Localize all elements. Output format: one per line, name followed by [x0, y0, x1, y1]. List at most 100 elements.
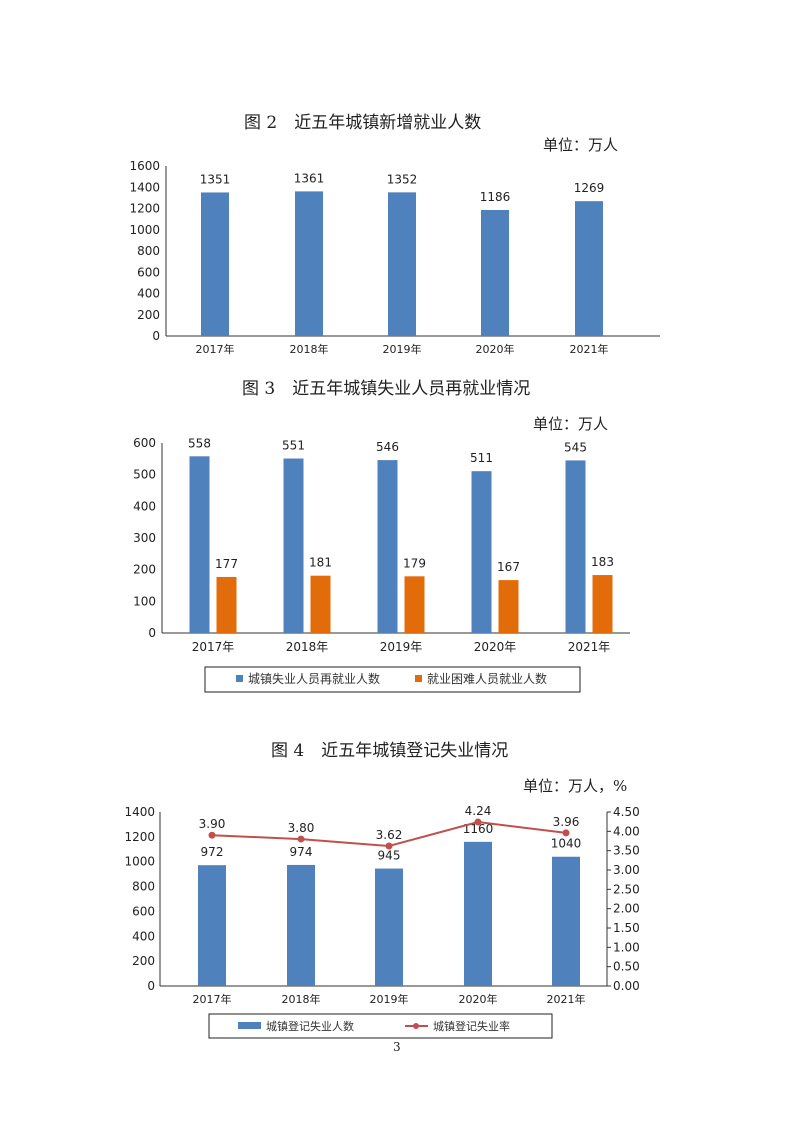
legend-label: 城镇登记失业人数 — [266, 1019, 354, 1033]
y-tick-label: 500 — [133, 468, 156, 482]
legend-swatch — [415, 675, 422, 682]
chart4-title: 图 4 近五年城镇登记失业情况 — [271, 741, 509, 761]
x-tick-label: 2021年 — [547, 992, 586, 1006]
chart3-plot: 0 100 200 300 400 500 600 558 177 2017年 551 181 2018… — [133, 436, 630, 693]
y-tick-label: 400 — [133, 499, 156, 513]
x-tick-label: 2017年 — [196, 342, 235, 356]
bar — [375, 868, 403, 986]
legend-label: 城镇登记失业率 — [433, 1019, 510, 1033]
rate-label: 3.62 — [376, 828, 403, 842]
bar — [592, 575, 613, 633]
chart2-plot: 0 200 400 600 800 1000 1200 1400 1600 1351 2017年 13… — [129, 159, 660, 356]
chart2-unit: 单位：万人 — [543, 136, 619, 154]
rate-marker — [562, 829, 570, 837]
y-tick-label: 600 — [137, 265, 160, 279]
bar — [565, 460, 586, 633]
data-label: 1186 — [480, 190, 511, 204]
x-tick-label: 2019年 — [383, 342, 422, 356]
rate-label: 3.90 — [199, 817, 226, 831]
data-label: 974 — [290, 845, 313, 859]
y-tick-label: 1600 — [129, 159, 160, 173]
y-tick-label: 200 — [133, 563, 156, 577]
bar — [310, 575, 331, 633]
page-number: 3 — [393, 1040, 401, 1054]
bar — [189, 456, 210, 633]
y2-tick-label: 0.50 — [613, 960, 640, 974]
bar — [575, 201, 603, 336]
data-label: 551 — [282, 439, 305, 453]
rate-marker — [208, 831, 216, 839]
x-tick-label: 2017年 — [192, 640, 235, 654]
bar — [287, 864, 315, 986]
rate-label: 3.96 — [553, 815, 580, 829]
chart3-unit: 单位：万人 — [533, 415, 609, 433]
bar — [201, 192, 229, 336]
y2-tick-label: 4.00 — [613, 824, 640, 838]
data-label: 511 — [470, 451, 493, 465]
chart4-plot: 0 200 400 600 800 1000 1200 1400 0.00 0.50 1.00 1.5… — [124, 804, 640, 1039]
data-label: 558 — [188, 436, 211, 450]
bar — [464, 841, 492, 986]
y2-tick-label: 3.50 — [613, 844, 640, 858]
rate-label: 3.80 — [288, 821, 315, 835]
bar — [404, 576, 425, 633]
data-label: 1352 — [387, 172, 418, 186]
data-label: 177 — [215, 557, 238, 571]
y2-tick-label: 4.50 — [613, 805, 640, 819]
bar — [295, 191, 323, 336]
y-tick-label: 800 — [132, 880, 155, 894]
rate-marker — [474, 818, 482, 826]
x-tick-label: 2018年 — [290, 342, 329, 356]
data-label: 167 — [497, 560, 520, 574]
data-label: 1361 — [294, 171, 325, 185]
data-label: 972 — [201, 845, 224, 859]
legend-swatch — [238, 1022, 261, 1029]
y2-tick-label: 1.00 — [613, 940, 640, 954]
y-tick-label: 0 — [152, 329, 160, 343]
bar — [377, 460, 398, 633]
y-tick-label: 1400 — [129, 180, 160, 194]
y-tick-label: 0 — [147, 979, 155, 993]
y-tick-label: 0 — [148, 626, 156, 640]
chart3-title: 图 3 近五年城镇失业人员再就业情况 — [242, 379, 531, 399]
bar — [471, 471, 492, 633]
y2-tick-label: 0.00 — [613, 979, 640, 993]
y-tick-label: 800 — [137, 244, 160, 258]
legend: 城镇失业人员再就业人数 就业困难人员就业人数 — [204, 666, 581, 693]
y-tick-label: 600 — [133, 436, 156, 450]
y-tick-label: 1000 — [124, 855, 155, 869]
bar — [198, 865, 226, 986]
y-tick-label: 400 — [137, 287, 160, 301]
legend-label: 城镇失业人员再就业人数 — [248, 671, 380, 686]
x-tick-label: 2021年 — [568, 640, 611, 654]
rate-label: 4.24 — [465, 804, 492, 818]
data-label: 1160 — [463, 822, 494, 836]
x-tick-label: 2021年 — [570, 342, 609, 356]
data-label: 546 — [376, 440, 399, 454]
rate-marker — [297, 835, 305, 843]
x-tick-label: 2018年 — [286, 640, 329, 654]
y-tick-label: 200 — [132, 954, 155, 968]
x-tick-label: 2019年 — [380, 640, 423, 654]
chart2-title: 图 2 近五年城镇新增就业人数 — [244, 113, 482, 133]
data-label: 179 — [403, 556, 426, 570]
y2-tick-label: 1.50 — [613, 921, 640, 935]
y-tick-label: 1200 — [129, 202, 160, 216]
x-tick-label: 2020年 — [459, 992, 498, 1006]
y-tick-label: 1200 — [124, 830, 155, 844]
legend-marker — [413, 1023, 419, 1029]
x-tick-label: 2017年 — [193, 992, 232, 1006]
x-tick-label: 2020年 — [476, 342, 515, 356]
bar — [216, 576, 237, 633]
y-tick-label: 600 — [132, 904, 155, 918]
y-tick-label: 1000 — [129, 223, 160, 237]
bar — [481, 209, 509, 336]
y2-tick-label: 2.00 — [613, 902, 640, 916]
data-label: 1040 — [551, 837, 582, 851]
bar — [388, 192, 416, 336]
rate-marker — [385, 842, 393, 850]
x-tick-label: 2018年 — [282, 992, 321, 1006]
bar — [498, 580, 519, 633]
x-tick-label: 2019年 — [370, 992, 409, 1006]
data-label: 545 — [564, 440, 587, 454]
